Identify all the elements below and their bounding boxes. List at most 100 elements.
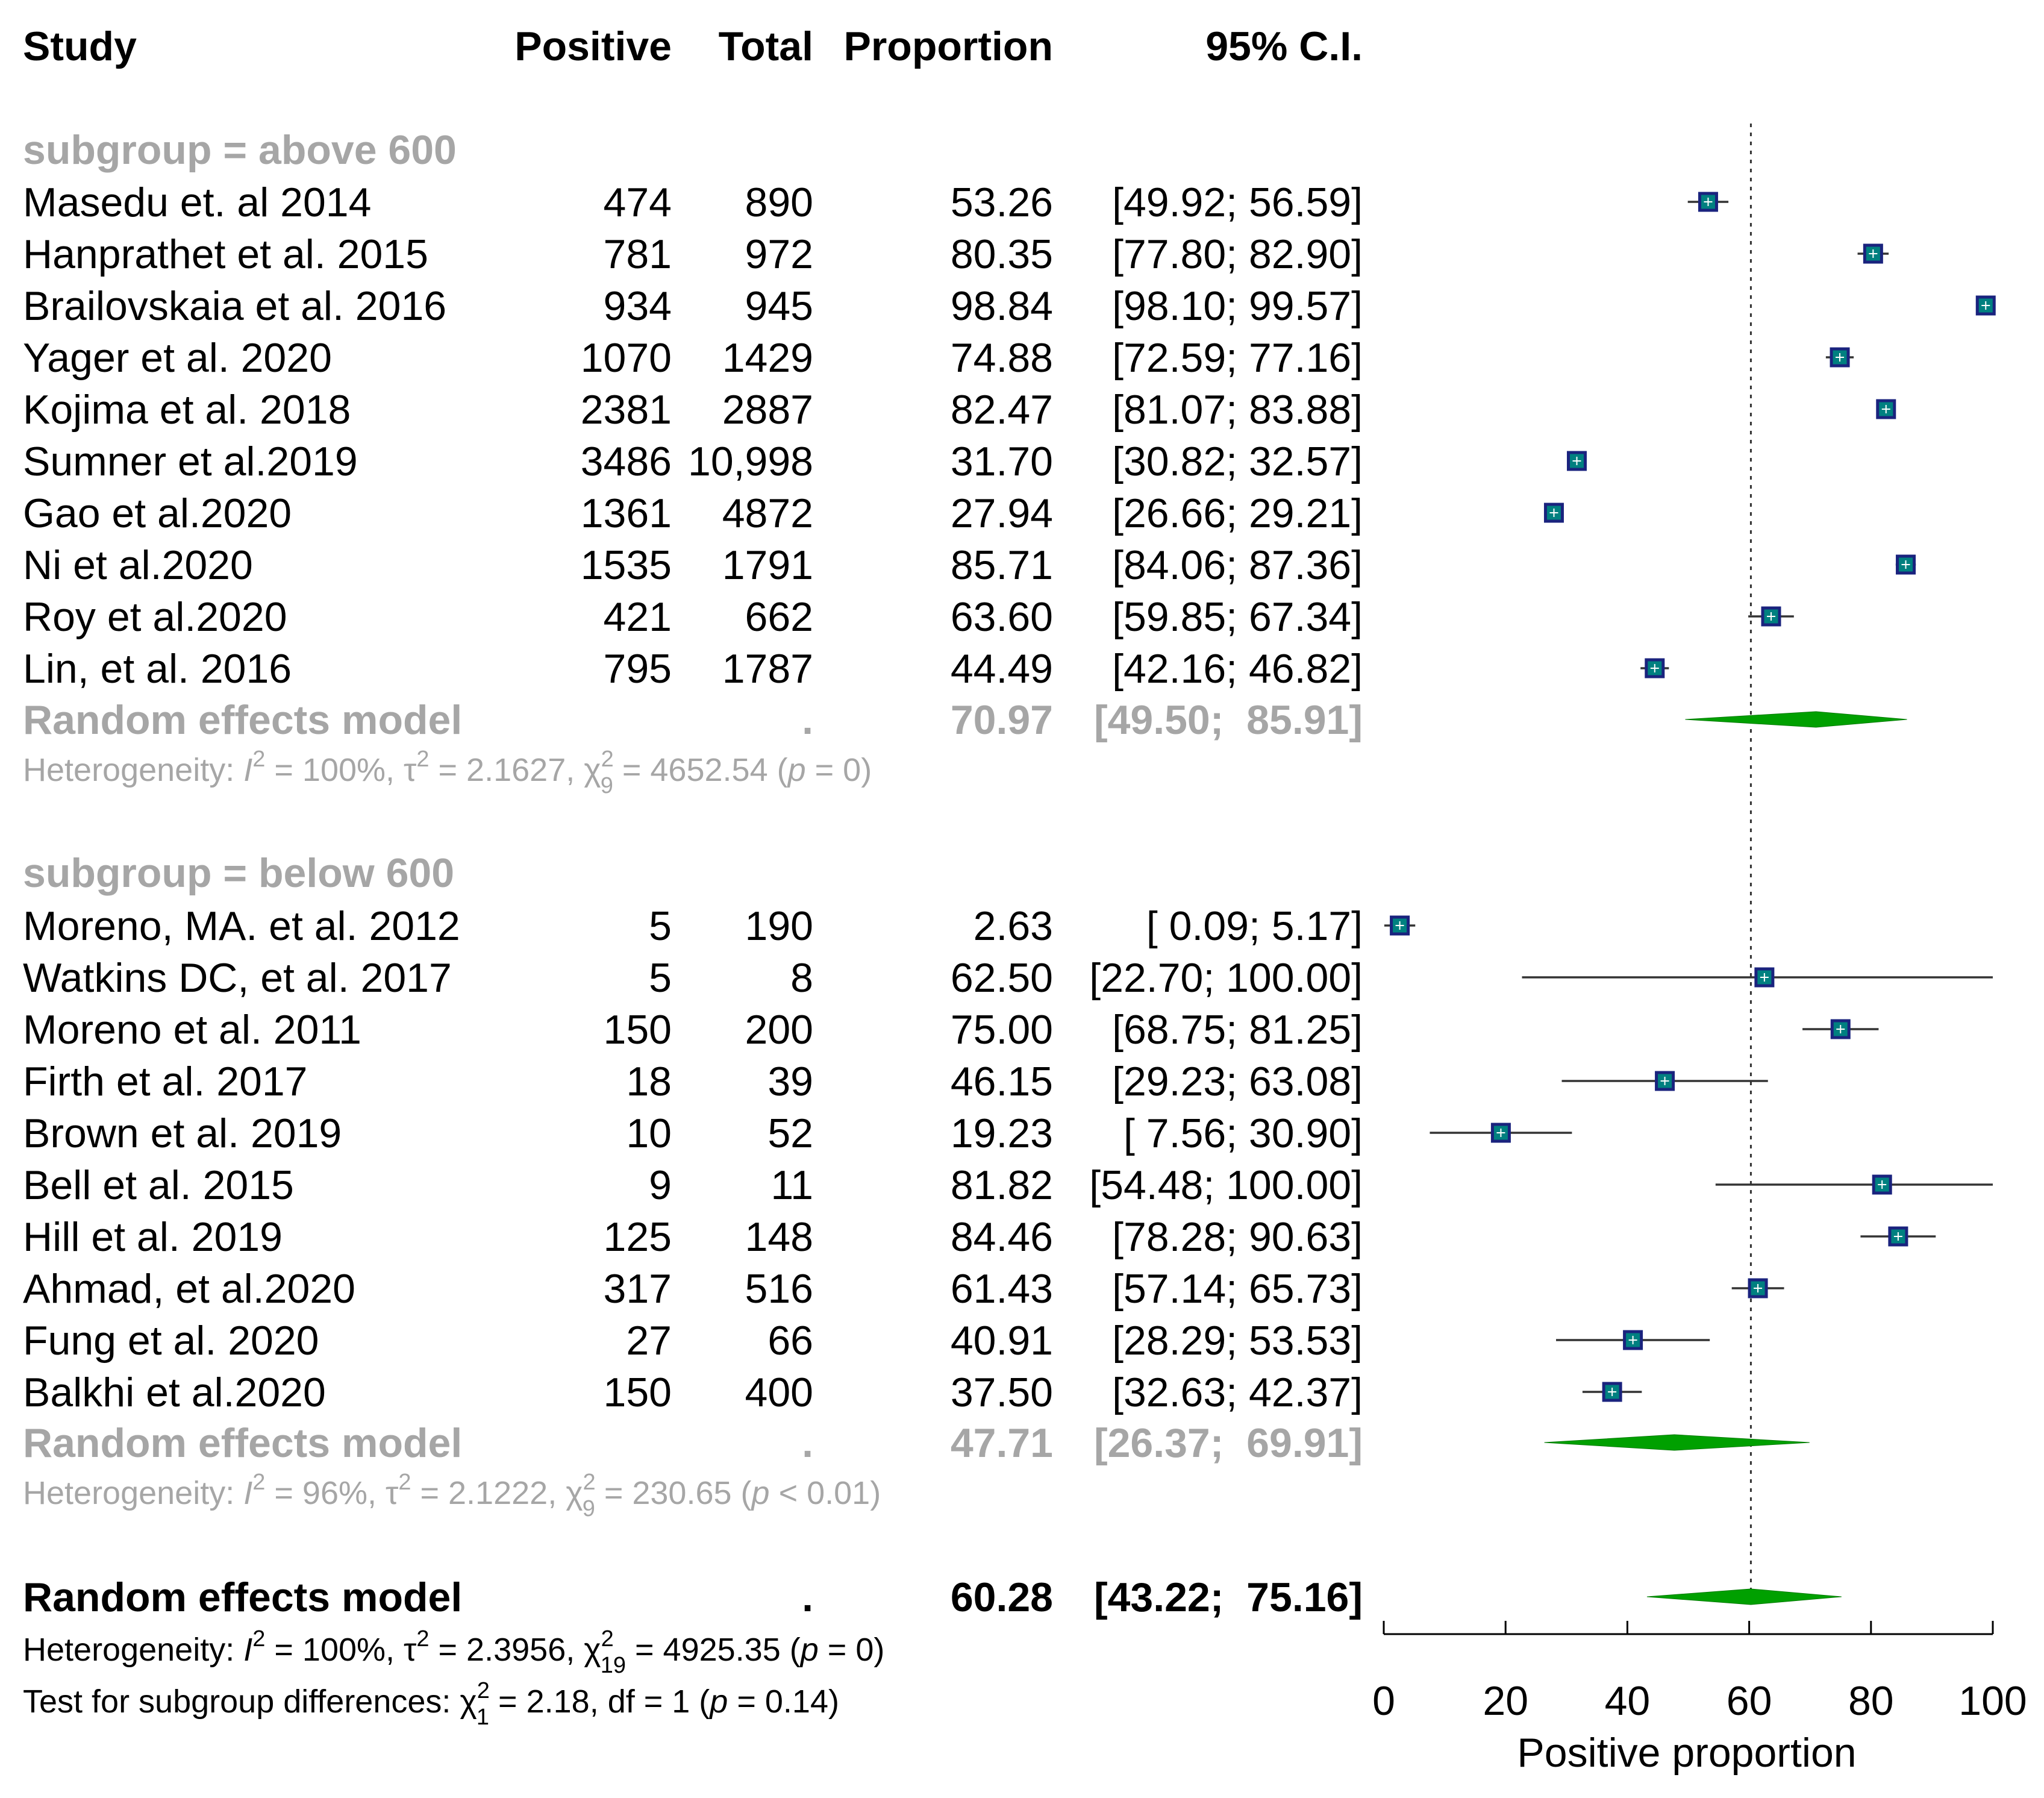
overall-het-p: p xyxy=(799,1632,819,1668)
study-total: 945 xyxy=(745,283,813,329)
study-proportion: 74.88 xyxy=(951,335,1053,381)
study-total: 516 xyxy=(745,1266,813,1312)
subgroup-1-het-prefix: Heterogeneity: xyxy=(23,752,243,788)
study-positive: 10 xyxy=(626,1110,672,1156)
study-estimate-square xyxy=(1623,1330,1643,1350)
study-row: Lin, et al. 2016 795 1787 44.49 [42.16; 46.8… xyxy=(23,646,1363,692)
study-positive: 934 xyxy=(604,283,672,329)
study-positive: 150 xyxy=(604,1007,672,1053)
study-row: Sumner et al.2019 3486 10,998 31.70 [30.82; … xyxy=(23,439,1363,484)
subgroup-difference-test: Test for subgroup differences: χ2 1 = 2.1… xyxy=(23,1678,839,1730)
subgroup-test-sup: 2 xyxy=(477,1678,490,1703)
subgroup-1-model-dot: . xyxy=(802,697,813,743)
overall-model-proportion: 60.28 xyxy=(951,1574,1053,1620)
subgroup-1-het-tau-sup: 2 xyxy=(416,747,429,772)
study-row: Ahmad, et al.2020 317 516 61.43 [57.14; 65.7… xyxy=(23,1266,1363,1312)
subgroup-2-model-dot: . xyxy=(802,1420,813,1466)
header-proportion: Proportion xyxy=(843,23,1053,69)
study-total: 890 xyxy=(745,180,813,225)
study-name: Moreno et al. 2011 xyxy=(23,1007,361,1053)
study-ci: [29.23; 63.08] xyxy=(1112,1059,1363,1104)
study-total: 148 xyxy=(745,1214,813,1260)
study-proportion: 61.43 xyxy=(951,1266,1053,1312)
study-name: Gao et al.2020 xyxy=(23,490,292,536)
study-row: Gao et al.2020 1361 4872 27.94 [26.66; 29.21… xyxy=(23,490,1363,536)
study-row: Firth et al. 2017 18 39 46.15 [29.23; 63.08] xyxy=(23,1059,1363,1104)
study-estimate-square xyxy=(1543,503,1564,523)
subgroup-1-model-label: Random effects model xyxy=(23,697,462,743)
subgroup-2-het-i: I xyxy=(243,1475,252,1511)
study-ci: [28.29; 53.53] xyxy=(1112,1318,1363,1364)
study-positive: 27 xyxy=(626,1318,672,1364)
study-row: Roy et al.2020 421 662 63.60 [59.85; 67.34] xyxy=(23,594,1363,640)
study-name: Ni et al.2020 xyxy=(23,542,253,588)
subgroup-test-p-val: = 0.14) xyxy=(728,1684,839,1720)
study-total: 11 xyxy=(770,1162,813,1208)
subgroup-test-p: p xyxy=(708,1684,728,1720)
subgroup-label-below-600: subgroup = below 600 xyxy=(23,850,454,896)
study-name: Yager et al. 2020 xyxy=(23,335,332,381)
study-proportion: 2.63 xyxy=(974,903,1053,949)
study-estimate-square xyxy=(1748,1278,1768,1298)
study-positive: 9 xyxy=(649,1162,672,1208)
study-row: Balkhi et al.2020 150 400 37.50 [32.63; 42.3… xyxy=(23,1370,1363,1415)
overall-model-label: Random effects model xyxy=(23,1574,462,1620)
study-proportion: 19.23 xyxy=(951,1110,1053,1156)
study-positive: 1070 xyxy=(581,335,672,381)
study-proportion: 37.50 xyxy=(951,1370,1053,1415)
study-proportion: 81.82 xyxy=(951,1162,1053,1208)
study-ci: [72.59; 77.16] xyxy=(1112,335,1363,381)
study-row: Brown et al. 2019 10 52 19.23 [ 7.56; 30.90] xyxy=(23,1110,1363,1156)
subgroup-1-heterogeneity: Heterogeneity: I2 = 100%, τ2 = 2.1627, χ… xyxy=(23,747,872,798)
subgroup-2-het-i-sup: 2 xyxy=(252,1470,265,1495)
study-row: Kojima et al. 2018 2381 2887 82.47 [81.07; 8… xyxy=(23,387,1363,433)
header-total: Total xyxy=(719,23,813,69)
study-row: Watkins DC, et al. 2017 5 8 62.50 [22.70; 10… xyxy=(23,955,1363,1001)
study-proportion: 63.60 xyxy=(951,594,1053,640)
study-name: Firth et al. 2017 xyxy=(23,1059,307,1104)
study-proportion: 75.00 xyxy=(951,1007,1053,1053)
study-ci: [81.07; 83.88] xyxy=(1112,387,1363,433)
study-row: Yager et al. 2020 1070 1429 74.88 [72.59; 77… xyxy=(23,335,1363,381)
overall-heterogeneity: Heterogeneity: I2 = 100%, τ2 = 2.3956, χ… xyxy=(23,1626,884,1678)
study-total: 8 xyxy=(790,955,813,1001)
study-proportion: 80.35 xyxy=(951,231,1053,277)
subgroup-1-het-tau-val: = 2.1627, χ xyxy=(430,752,601,788)
plot-area: 0 20 40 60 80 100 xyxy=(1372,124,2027,1724)
x-axis-label: Positive proportion xyxy=(1517,1730,1856,1776)
overall-het-i: I xyxy=(243,1632,252,1668)
study-name: Hanprathet et al. 2015 xyxy=(23,231,428,277)
study-total: 1791 xyxy=(722,542,813,588)
study-row: Brailovskaia et al. 2016 934 945 98.84 [98.1… xyxy=(23,283,1363,329)
study-positive: 421 xyxy=(604,594,672,640)
overall-het-i-val: = 100%, τ xyxy=(265,1632,416,1668)
study-row: Hanprathet et al. 2015 781 972 80.35 [77.80;… xyxy=(23,231,1363,277)
study-row: Ni et al.2020 1535 1791 85.71 [84.06; 87.36] xyxy=(23,542,1363,588)
study-ci: [ 0.09; 5.17] xyxy=(1146,903,1363,949)
subgroup-1-het-p-val: = 0) xyxy=(806,752,872,788)
subgroup-1-het-chi-sup: 2 xyxy=(601,747,614,772)
x-tick-label: 60 xyxy=(1727,1678,1772,1724)
study-ci: [98.10; 99.57] xyxy=(1112,283,1363,329)
study-ci: [49.92; 56.59] xyxy=(1112,180,1363,225)
study-name: Bell et al. 2015 xyxy=(23,1162,294,1208)
subgroup-2-het-p-val: < 0.01) xyxy=(770,1475,881,1511)
header-ci: 95% C.I. xyxy=(1205,23,1363,69)
x-tick-label: 80 xyxy=(1848,1678,1894,1724)
overall-het-p-val: = 0) xyxy=(819,1632,885,1668)
study-total: 662 xyxy=(745,594,813,640)
study-name: Brailovskaia et al. 2016 xyxy=(23,283,446,329)
overall-het-tau-val: = 2.3956, χ xyxy=(430,1632,601,1668)
study-proportion: 84.46 xyxy=(951,1214,1053,1260)
overall-het-prefix: Heterogeneity: xyxy=(23,1632,243,1668)
study-ci: [ 7.56; 30.90] xyxy=(1124,1110,1363,1156)
study-proportion: 31.70 xyxy=(951,439,1053,484)
subgroup-1-model-row: Random effects model . 70.97 [49.50; 85.… xyxy=(23,697,1363,743)
study-ci: [78.28; 90.63] xyxy=(1112,1214,1363,1260)
study-ci: [32.63; 42.37] xyxy=(1112,1370,1363,1415)
subgroup-2-het-chi-sup: 2 xyxy=(583,1470,596,1495)
study-proportion: 27.94 xyxy=(951,490,1053,536)
study-proportion: 44.49 xyxy=(951,646,1053,692)
study-positive: 150 xyxy=(604,1370,672,1415)
